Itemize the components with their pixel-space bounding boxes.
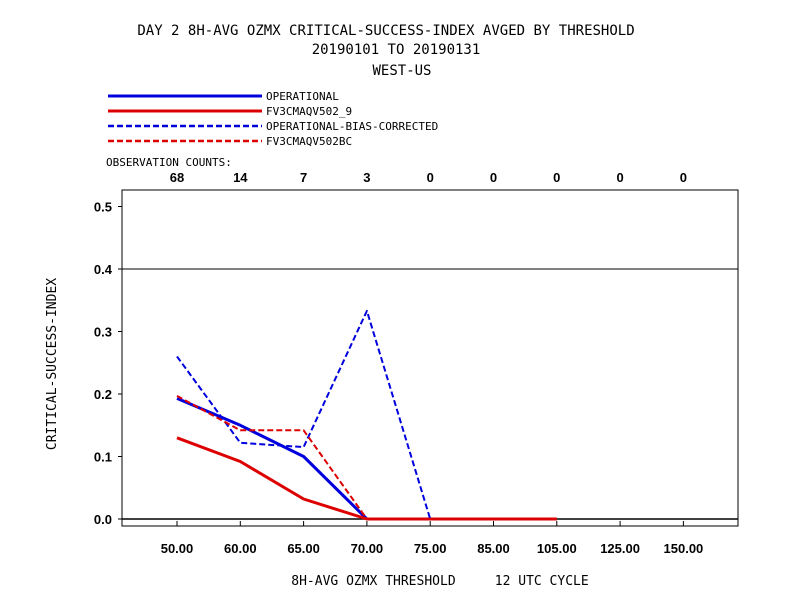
x-tick-label: 65.00 xyxy=(287,541,320,556)
y-tick-label: 0.0 xyxy=(94,512,112,527)
x-tick-label: 85.00 xyxy=(477,541,510,556)
x-axis-label: 8H-AVG OZMX THRESHOLD 12 UTC CYCLE xyxy=(291,574,588,589)
x-tick-label: 50.00 xyxy=(161,541,194,556)
y-axis-ticks: 0.0 0.1 0.2 0.3 0.4 0.5 xyxy=(94,200,122,527)
observation-count: 14 xyxy=(233,170,248,185)
legend-entry: OPERATIONAL-BIAS-CORRECTED xyxy=(266,120,438,133)
legend-entry: FV3CMAQV502BC xyxy=(266,135,352,148)
title-line-1: DAY 2 8H-AVG OZMX CRITICAL-SUCCESS-INDEX… xyxy=(137,23,634,39)
y-tick-label: 0.1 xyxy=(94,450,112,465)
observation-counts: 68 14 7 3 0 0 0 0 0 xyxy=(170,170,687,185)
observation-count: 0 xyxy=(553,170,560,185)
observation-counts-label: OBSERVATION COUNTS: xyxy=(106,156,232,169)
observation-count: 0 xyxy=(616,170,623,185)
observation-count: 3 xyxy=(363,170,370,185)
series-line xyxy=(176,436,557,521)
x-tick-label: 125.00 xyxy=(600,541,640,556)
series-line xyxy=(176,395,368,520)
y-tick-label: 0.2 xyxy=(94,387,112,402)
x-tick-label: 75.00 xyxy=(414,541,447,556)
observation-count: 0 xyxy=(427,170,434,185)
series-lines xyxy=(176,309,557,521)
observation-count: 0 xyxy=(680,170,687,185)
y-tick-label: 0.5 xyxy=(94,200,112,215)
title-line-3: WEST-US xyxy=(372,63,431,79)
y-tick-label: 0.3 xyxy=(94,325,112,340)
x-tick-label: 60.00 xyxy=(224,541,257,556)
legend-entry: FV3CMAQV502_9 xyxy=(266,105,352,118)
title-line-2: 20190101 TO 20190131 xyxy=(312,42,481,58)
observation-count: 7 xyxy=(300,170,307,185)
series-line xyxy=(176,397,368,521)
chart-title: DAY 2 8H-AVG OZMX CRITICAL-SUCCESS-INDEX… xyxy=(137,23,634,79)
legend-entry: OPERATIONAL xyxy=(266,90,339,103)
x-tick-label: 105.00 xyxy=(537,541,577,556)
x-tick-label: 150.00 xyxy=(664,541,704,556)
x-axis-ticks: 50.00 60.00 65.00 70.00 75.00 85.00 105.00 125.… xyxy=(161,521,704,556)
observation-count: 68 xyxy=(170,170,184,185)
x-tick-label: 70.00 xyxy=(351,541,384,556)
y-tick-label: 0.4 xyxy=(94,262,113,277)
plot-frame xyxy=(121,189,739,527)
observation-count: 0 xyxy=(490,170,497,185)
y-axis-label: CRITICAL-SUCCESS-INDEX xyxy=(45,278,60,450)
legend: OPERATIONAL FV3CMAQV502_9 OPERATIONAL-BIAS… xyxy=(108,90,438,148)
